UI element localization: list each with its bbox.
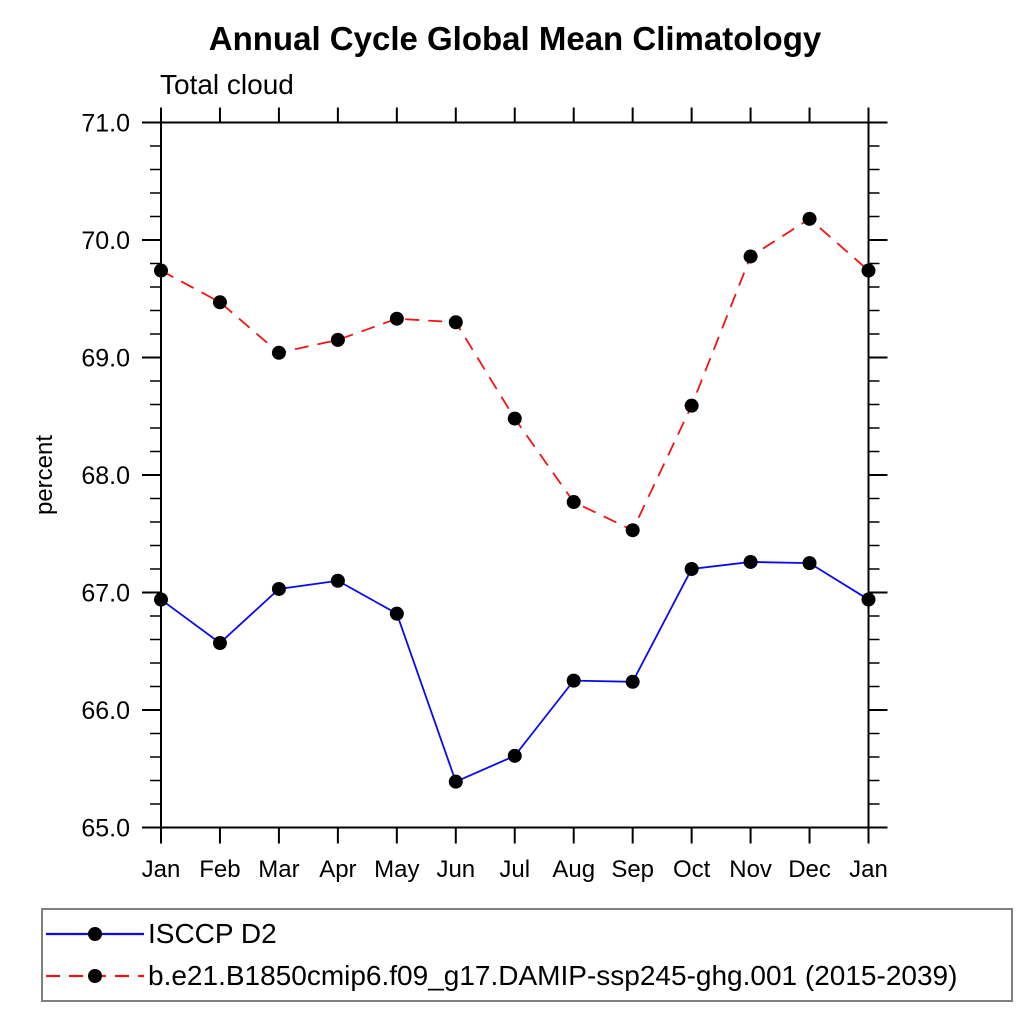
- series-marker-1: [389, 311, 404, 326]
- y-tick-label: 69.0: [81, 345, 130, 373]
- series-marker-1: [507, 411, 522, 426]
- series-marker-0: [330, 573, 345, 588]
- x-tick-label: Nov: [729, 856, 772, 883]
- legend-item-model: b.e21.B1850cmip6.f09_g17.DAMIP-ssp245-gh…: [43, 956, 1011, 996]
- series-marker-1: [212, 295, 227, 310]
- chart-subtitle: Total cloud: [160, 69, 294, 100]
- x-tick-label: Apr: [319, 856, 356, 883]
- y-tick-label: 70.0: [81, 227, 130, 255]
- legend-line-sample-solid: [46, 927, 144, 941]
- series-marker-0: [684, 562, 699, 576]
- series-marker-0: [566, 673, 581, 688]
- y-tick-label: 66.0: [81, 697, 130, 725]
- plot-frame: [160, 121, 870, 829]
- series-marker-0: [389, 606, 404, 621]
- legend-marker-dot: [88, 969, 102, 983]
- x-tick-label: Aug: [552, 856, 595, 883]
- x-tick-label: Jul: [499, 856, 530, 883]
- chart-title: Annual Cycle Global Mean Climatology: [208, 20, 822, 57]
- x-tick-label: Jan: [142, 856, 181, 883]
- series-line-0: [160, 561, 869, 783]
- y-tick-label: 67.0: [81, 580, 130, 608]
- legend-line-sample-dashed: [46, 969, 144, 983]
- series-marker-1: [625, 523, 640, 538]
- legend-item-isccp: ISCCP D2: [43, 914, 1011, 954]
- x-tick-label: May: [374, 856, 419, 883]
- series-marker-1: [566, 495, 581, 510]
- legend-label-isccp: ISCCP D2: [148, 918, 277, 949]
- series-marker-0: [743, 554, 758, 569]
- series-marker-1: [743, 249, 758, 264]
- legend-marker-dot: [88, 927, 102, 941]
- series-marker-1: [802, 211, 817, 226]
- series-marker-0: [271, 581, 286, 596]
- series-marker-1: [271, 345, 286, 360]
- series-marker-1: [448, 315, 463, 330]
- x-tick-label: Oct: [673, 856, 711, 883]
- series-marker-0: [861, 592, 876, 607]
- series-marker-1: [330, 332, 345, 347]
- y-tick-label: 71.0: [81, 110, 130, 138]
- x-tick-label: Jun: [436, 856, 475, 883]
- legend-label-model: b.e21.B1850cmip6.f09_g17.DAMIP-ssp245-gh…: [148, 960, 958, 991]
- series-marker-0: [802, 556, 817, 571]
- series-marker-1: [154, 263, 168, 278]
- legend-box: ISCCP D2 b.e21.B1850cmip6.f09_g17.DAMIP-…: [41, 908, 1013, 1002]
- series-marker-0: [154, 592, 168, 607]
- x-tick-label: Dec: [788, 856, 831, 883]
- y-tick-label: 68.0: [81, 462, 130, 490]
- y-tick-label: 65.0: [81, 815, 130, 843]
- series-marker-1: [684, 398, 699, 413]
- series-marker-0: [448, 774, 463, 789]
- x-tick-label: Mar: [258, 856, 299, 883]
- series-marker-0: [212, 636, 227, 651]
- series-marker-0: [625, 674, 640, 689]
- series-marker-1: [861, 263, 876, 278]
- x-tick-label: Sep: [611, 856, 654, 883]
- series-marker-0: [507, 748, 522, 763]
- series-line-1: [160, 217, 870, 532]
- x-tick-label: Jan: [849, 856, 888, 883]
- x-tick-label: Feb: [199, 856, 240, 883]
